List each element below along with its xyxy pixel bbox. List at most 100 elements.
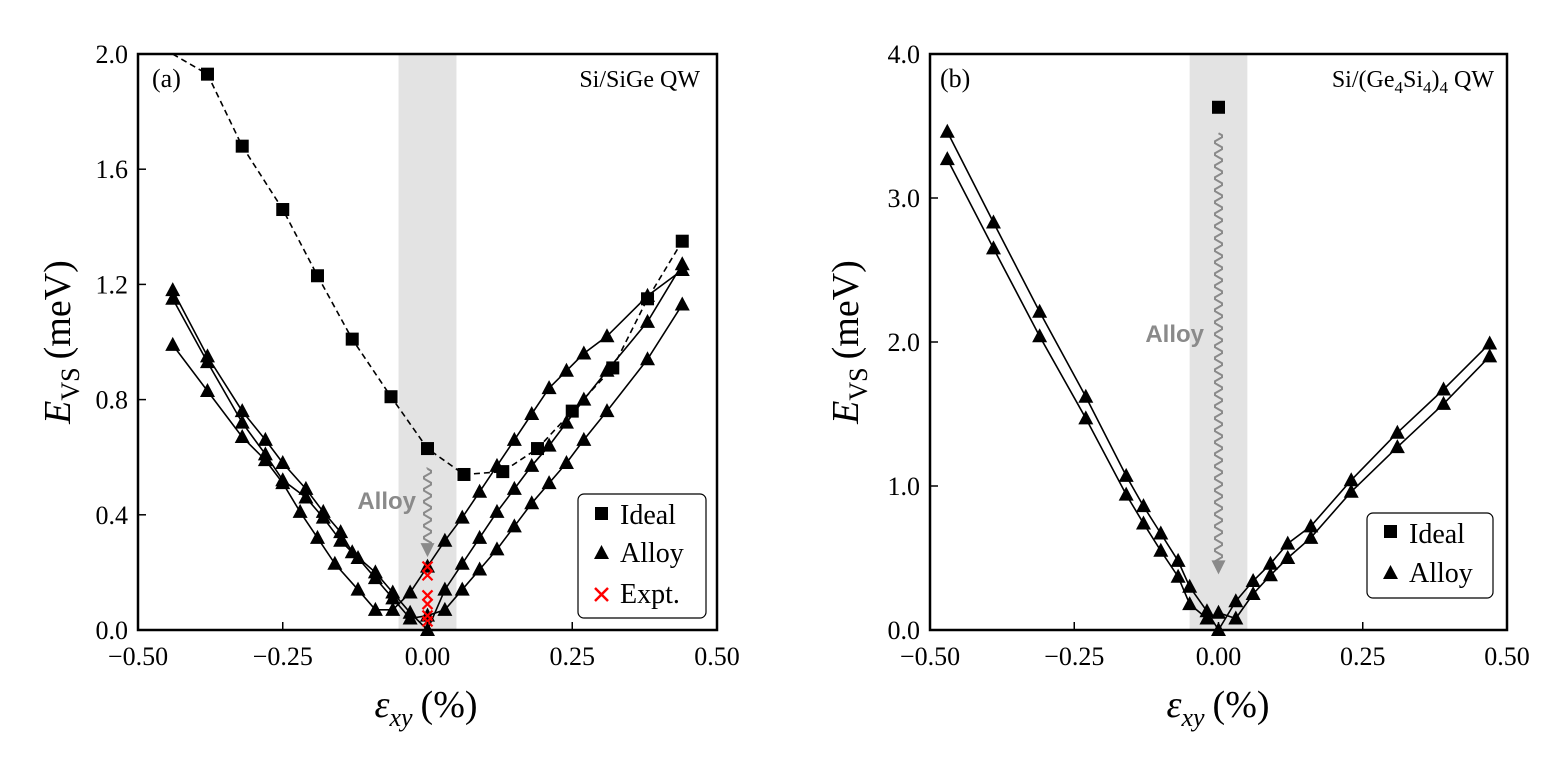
data-point-alloy xyxy=(292,503,308,518)
data-point-alloy xyxy=(640,313,656,328)
panel-a-series xyxy=(165,53,690,636)
data-point-alloy xyxy=(315,509,331,524)
data-point-alloy xyxy=(275,475,291,490)
data-point-expt xyxy=(421,560,434,573)
data-point-ideal xyxy=(565,404,579,418)
data-point-alloy xyxy=(541,380,557,395)
x-tick-label: −0.25 xyxy=(1044,642,1104,671)
data-point-alloy xyxy=(1245,573,1261,588)
data-point-ideal xyxy=(345,332,359,346)
data-point-alloy xyxy=(558,414,574,429)
x-stroke xyxy=(421,569,434,582)
data-point-alloy xyxy=(674,262,690,276)
data-point-ideal xyxy=(457,467,471,481)
panel-b-ylabel: EVS(meV) xyxy=(825,260,873,425)
data-point-alloy xyxy=(402,610,418,625)
data-point-ideal xyxy=(200,67,214,81)
data-point-alloy xyxy=(506,518,522,533)
data-point-alloy xyxy=(489,457,505,472)
x-tick-label: 0.50 xyxy=(1484,642,1530,671)
data-point-expt xyxy=(421,569,434,582)
data-point-alloy xyxy=(454,555,470,570)
legend-marker-alloy xyxy=(594,545,609,559)
data-point-alloy xyxy=(437,601,453,616)
data-point-alloy xyxy=(599,328,615,343)
data-point-expt xyxy=(421,615,434,628)
data-point-alloy xyxy=(489,503,505,518)
data-point-alloy xyxy=(165,290,181,305)
data-point-alloy xyxy=(234,403,250,418)
data-point-alloy xyxy=(576,345,592,360)
data-point-alloy xyxy=(472,483,488,498)
data-point-ideal xyxy=(310,269,324,283)
data-point-alloy xyxy=(1482,335,1498,350)
x-tick-label: 0.00 xyxy=(405,642,451,671)
legend-label-expt: Expt. xyxy=(620,579,680,610)
data-point-alloy xyxy=(1135,515,1151,530)
data-point-alloy xyxy=(1135,498,1151,513)
legend-label-alloy: Alloy xyxy=(620,538,684,569)
data-point-alloy xyxy=(576,431,592,446)
x-tick-label: 0.50 xyxy=(694,642,740,671)
data-point-alloy xyxy=(939,123,955,138)
y-tick-label: 1.6 xyxy=(96,155,129,184)
data-point-expt xyxy=(421,598,434,610)
panel-b-legend: Ideal Alloy xyxy=(1366,512,1494,599)
panel-a-annotation: Si/SiGe QW xyxy=(579,67,700,93)
data-point-alloy xyxy=(350,581,366,596)
data-point-alloy xyxy=(165,336,181,351)
data-point-alloy xyxy=(1228,610,1244,625)
data-point-alloy xyxy=(1199,610,1215,625)
x-tick-label: 0.00 xyxy=(1196,642,1242,671)
panel-b-arrow-label: Alloy xyxy=(1145,321,1204,348)
data-point-alloy xyxy=(234,429,250,444)
data-point-alloy xyxy=(234,414,250,429)
panel-a-ticks: −0.50 −0.25 0.00 0.25 0.50 0.0 0.4 0.8 1.2 1.6 2.0 xyxy=(96,40,740,671)
wavy-arrow-shaft xyxy=(423,466,432,545)
data-point-alloy xyxy=(1262,567,1278,582)
y-tick-label: 0.0 xyxy=(888,616,921,645)
panel-b-ticks: −0.50 −0.25 0.00 0.25 0.50 0.0 1.0 2.0 3.0 4.0 xyxy=(888,40,1530,671)
data-point-alloy xyxy=(1153,525,1169,540)
x-tick-label: −0.50 xyxy=(900,642,960,671)
data-point-alloy xyxy=(1343,472,1359,487)
data-point-alloy xyxy=(506,431,522,446)
data-point-alloy xyxy=(1170,568,1186,583)
y-tick-label: 0.4 xyxy=(96,501,129,530)
data-point-alloy xyxy=(576,391,592,406)
data-point-alloy xyxy=(1170,552,1186,567)
data-point-alloy xyxy=(524,495,540,510)
panel-a-xlabel: εxy (%) xyxy=(374,684,477,732)
data-point-alloy xyxy=(1182,596,1198,611)
data-point-alloy xyxy=(524,406,540,420)
data-point-alloy xyxy=(367,570,383,585)
data-point-alloy xyxy=(1245,586,1261,600)
panel-b-shaded-region xyxy=(1189,54,1248,630)
data-point-alloy xyxy=(541,437,557,452)
y-tick-label: 1.2 xyxy=(96,270,129,299)
data-point-ideal xyxy=(1212,100,1225,114)
y-tick-label: 3.0 xyxy=(888,184,921,213)
data-point-alloy xyxy=(1262,555,1278,570)
data-point-alloy xyxy=(350,550,366,564)
data-point-alloy xyxy=(1211,604,1226,619)
data-point-alloy xyxy=(1436,381,1452,396)
panel-a: −0.50 −0.25 0.00 0.25 0.50 0.0 0.4 0.8 1.2 1.6 2.0… xyxy=(37,40,740,732)
panel-b-label: (b) xyxy=(940,64,970,93)
data-point-alloy xyxy=(524,457,540,472)
data-point-alloy xyxy=(1153,542,1169,557)
x-stroke xyxy=(421,598,434,610)
data-point-alloy xyxy=(506,480,522,495)
legend-label-ideal: Ideal xyxy=(1409,519,1465,550)
panel-a-arrow-label: Alloy xyxy=(357,488,416,515)
data-point-alloy xyxy=(1303,529,1319,544)
x-tick-label: −0.25 xyxy=(253,642,313,671)
wavy-arrow-shaft xyxy=(1214,132,1223,563)
data-point-alloy xyxy=(558,454,574,469)
data-point-alloy xyxy=(257,452,273,467)
data-point-alloy xyxy=(257,431,273,446)
data-point-alloy xyxy=(367,601,383,616)
data-point-ideal xyxy=(421,442,434,456)
data-point-alloy xyxy=(1199,603,1215,618)
